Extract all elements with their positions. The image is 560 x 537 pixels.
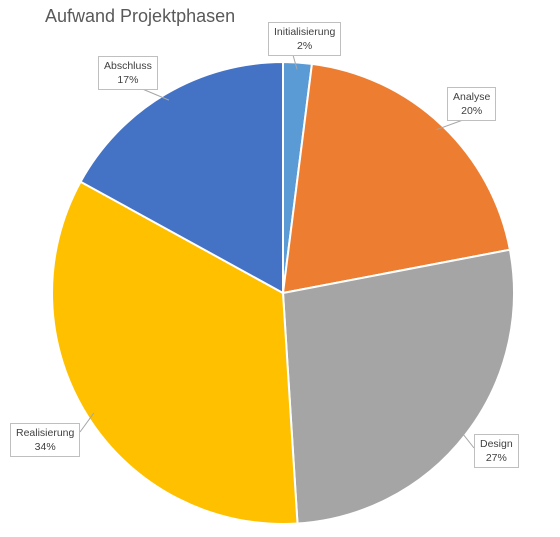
data-label-abschluss: Abschluss 17% (98, 56, 158, 90)
data-label-category: Realisierung (16, 426, 74, 440)
data-label-category: Design (480, 437, 513, 451)
data-label-percent: 17% (104, 73, 152, 87)
data-label-realisierung: Realisierung 34% (10, 423, 80, 457)
data-label-category: Abschluss (104, 59, 152, 73)
data-label-initialisierung: Initialisierung 2% (268, 22, 341, 56)
data-label-percent: 34% (16, 440, 74, 454)
data-label-design: Design 27% (474, 434, 519, 468)
data-label-category: Initialisierung (274, 25, 335, 39)
data-label-percent: 2% (274, 39, 335, 53)
data-label-category: Analyse (453, 90, 490, 104)
data-label-analyse: Analyse 20% (447, 87, 496, 121)
data-label-percent: 20% (453, 104, 490, 118)
pie-slice-design (283, 250, 514, 524)
data-label-percent: 27% (480, 451, 513, 465)
